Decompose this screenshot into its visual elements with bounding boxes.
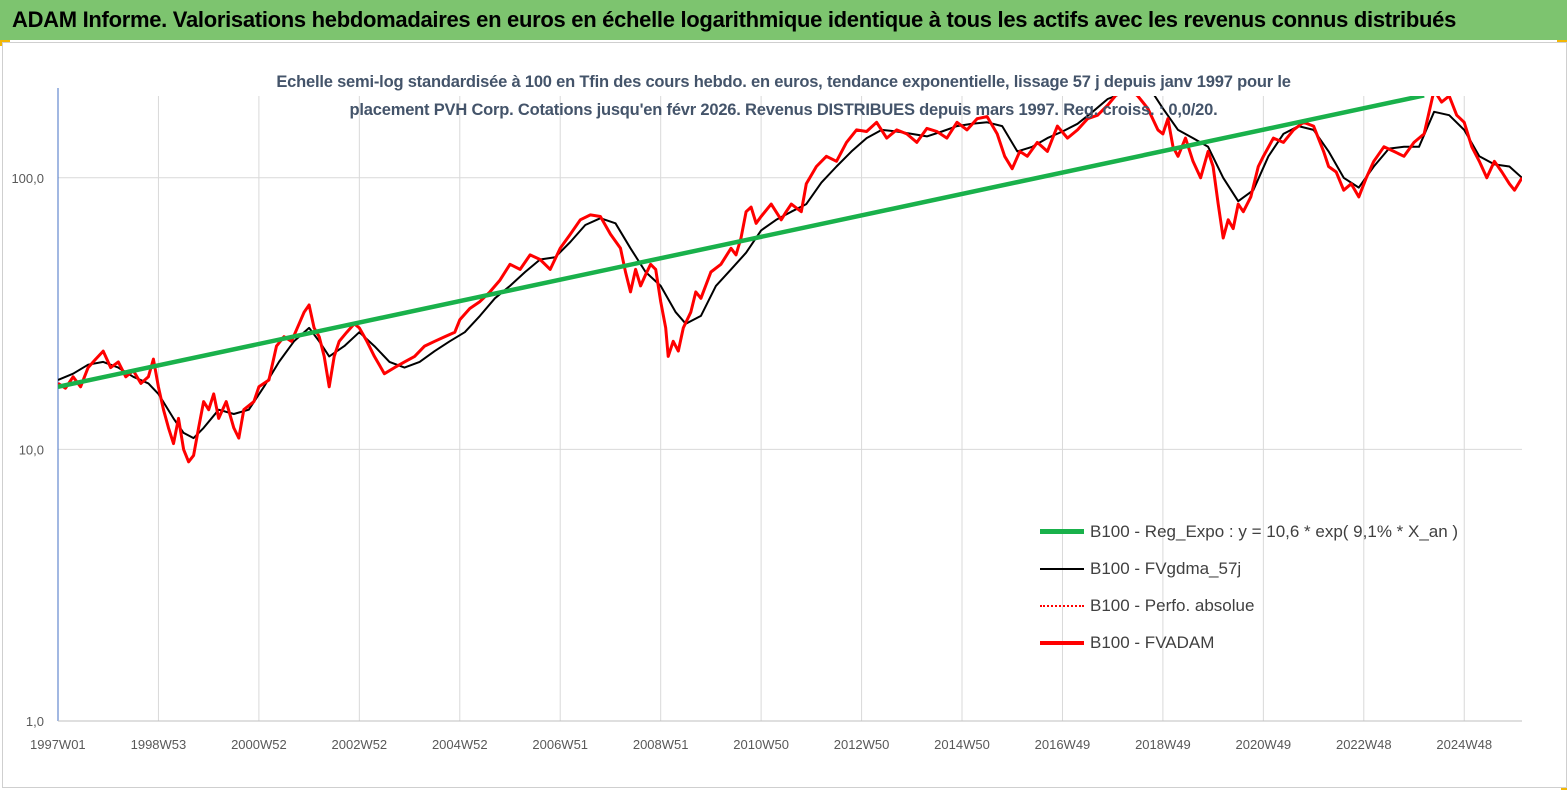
x-tick-label: 1998W53 [131,737,187,752]
legend-label-reg-expo: B100 - Reg_Expo : y = 10,6 * exp( 9,1% *… [1090,521,1459,541]
x-tick-label: 2014W50 [934,737,990,752]
legend-label-fvgdma: B100 - FVgdma_57j [1090,558,1242,578]
series-fvadam-line [58,96,1522,464]
header-bar: ADAM Informe. Valorisations hebdomadaire… [0,0,1567,40]
legend-item-reg-expo: B100 - Reg_Expo : y = 10,6 * exp( 9,1% *… [1040,518,1458,545]
page-title: ADAM Informe. Valorisations hebdomadaire… [12,7,1457,32]
y-tick-label: 1,0 [26,714,44,729]
x-tick-label: 2010W50 [733,737,789,752]
chart-title: Echelle semi-log standardisée à 100 en T… [0,68,1567,124]
chart-panel [2,42,1567,788]
x-tick-label: 2006W51 [532,737,588,752]
legend-swatch-reg-expo [1040,529,1084,534]
legend-item-fvadam: B100 - FVADAM [1040,629,1458,656]
x-tick-label: 2022W48 [1336,737,1392,752]
chart-title-line-2: placement PVH Corp. Cotations jusqu'en f… [349,101,1218,119]
legend-swatch-fvadam [1040,640,1084,645]
chart-title-line-1: Echelle semi-log standardisée à 100 en T… [276,73,1291,91]
x-tick-label: 2000W52 [231,737,287,752]
x-tick-label: 2016W49 [1035,737,1091,752]
series-fvgdma-line [58,96,1522,440]
chart-legend: B100 - Reg_Expo : y = 10,6 * exp( 9,1% *… [1040,518,1458,666]
x-tick-label: 2024W48 [1436,737,1492,752]
x-tick-label: 2020W49 [1236,737,1292,752]
legend-swatch-fvgdma [1040,567,1084,570]
series-reg-expo-line [58,96,1425,390]
legend-item-fvgdma: B100 - FVgdma_57j [1040,555,1458,582]
x-tick-label: 2012W50 [834,737,890,752]
x-tick-label: 1997W01 [30,737,86,752]
legend-item-perfo: B100 - Perfo. absolue [1040,592,1458,619]
x-tick-label: 2008W51 [633,737,689,752]
legend-label-perfo: B100 - Perfo. absolue [1090,595,1255,615]
legend-swatch-perfo [1040,604,1084,607]
legend-label-fvadam: B100 - FVADAM [1090,632,1215,652]
y-tick-label: 100,0 [11,171,44,186]
x-tick-label: 2004W52 [432,737,488,752]
x-tick-label: 2002W52 [332,737,388,752]
y-tick-label: 10,0 [19,442,44,457]
x-tick-label: 2018W49 [1135,737,1191,752]
